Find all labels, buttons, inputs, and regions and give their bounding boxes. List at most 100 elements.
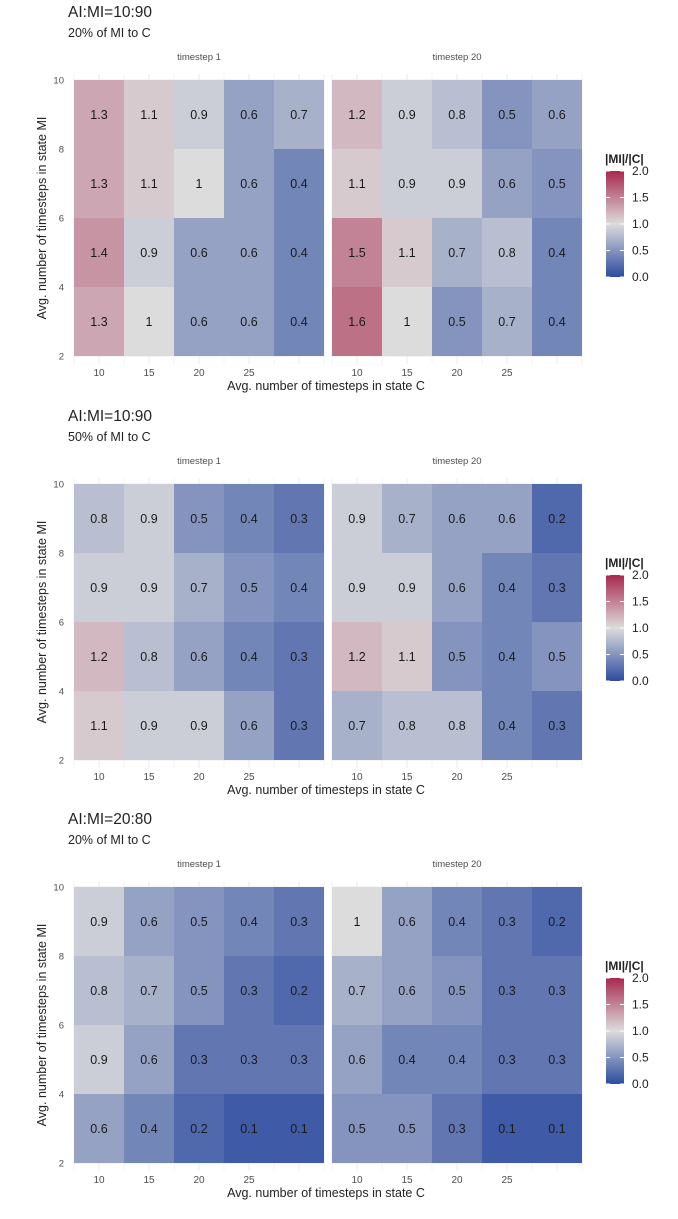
heatmap-cell bbox=[224, 691, 274, 760]
cell-value-label: 0.8 bbox=[90, 984, 107, 998]
heatmap-cell bbox=[174, 887, 224, 956]
cell-value-label: 0.5 bbox=[190, 512, 207, 526]
heatmap-cell bbox=[74, 287, 124, 356]
cell-value-label: 0.3 bbox=[240, 984, 257, 998]
cell-value-label: 0.9 bbox=[90, 581, 107, 595]
colorbar bbox=[606, 575, 624, 681]
cell-value-label: 0.3 bbox=[290, 915, 307, 929]
cell-value-label: 0.6 bbox=[398, 984, 415, 998]
x-tick-label: 20 bbox=[451, 368, 463, 379]
cell-value-label: 0.6 bbox=[240, 177, 257, 191]
cell-value-label: 0.5 bbox=[548, 650, 565, 664]
cell-value-label: 0.5 bbox=[448, 984, 465, 998]
x-tick-label: 25 bbox=[243, 1175, 255, 1186]
heatmap-cell bbox=[432, 1094, 482, 1163]
x-tick-label: 10 bbox=[93, 368, 105, 379]
x-tick-label: 20 bbox=[193, 1175, 205, 1186]
cell-value-label: 0.6 bbox=[498, 177, 515, 191]
panel-2: timestep 20 0.7 0.8 0.8 0.4 0.3 1.2 1.1 0.5 0.4 0.… bbox=[331, 456, 583, 783]
y-tick-label: 6 bbox=[59, 1021, 64, 1032]
heatmap-cell bbox=[174, 484, 224, 553]
heatmap-cell bbox=[224, 1025, 274, 1094]
cell-value-label: 1.1 bbox=[398, 246, 415, 260]
legend-title: |MI|/|C| bbox=[605, 959, 644, 973]
y-tick-label: 10 bbox=[53, 883, 64, 894]
y-tick-label: 10 bbox=[53, 76, 64, 87]
cell-value-label: 1.2 bbox=[348, 108, 365, 122]
legend-label: 2.0 bbox=[632, 568, 649, 582]
cell-value-label: 0.4 bbox=[548, 246, 565, 260]
heatmap-cell bbox=[74, 218, 124, 287]
colorbar-legend: |MI|/|C|2.0 1.5 1.0 0.5 0.0 bbox=[605, 152, 649, 284]
heatmap-cell bbox=[532, 553, 582, 622]
cell-value-label: 0.6 bbox=[348, 1053, 365, 1067]
legend-label: 0.5 bbox=[632, 648, 649, 662]
cell-value-label: 1.1 bbox=[140, 108, 157, 122]
cell-value-label: 0.6 bbox=[240, 719, 257, 733]
cell-value-label: 0.8 bbox=[140, 650, 157, 664]
cell-value-label: 0.2 bbox=[548, 915, 565, 929]
chart-block-2: AI:MI=10:90 50% of MI to C timestep 1 1.1 0.… bbox=[35, 408, 649, 797]
cell-value-label: 1 bbox=[146, 315, 153, 329]
panel-1: timestep 1 1.3 1 0.6 0.6 0.4 1.4 0.9 0.6 0.6 0.4 1.… bbox=[73, 52, 325, 379]
heatmap-cell bbox=[382, 956, 432, 1025]
panel-strip-label: timestep 1 bbox=[177, 456, 221, 467]
heatmap-cell bbox=[382, 484, 432, 553]
heatmap-cell bbox=[174, 1025, 224, 1094]
cell-value-label: 0.6 bbox=[90, 1122, 107, 1136]
heatmap-cell bbox=[332, 1094, 382, 1163]
cell-value-label: 1.4 bbox=[90, 246, 107, 260]
x-tick-label: 15 bbox=[401, 368, 413, 379]
y-tick-label: 8 bbox=[59, 549, 64, 560]
heatmap-cell bbox=[332, 691, 382, 760]
cell-value-label: 1.3 bbox=[90, 315, 107, 329]
cell-value-label: 0.4 bbox=[290, 581, 307, 595]
x-tick-label: 10 bbox=[351, 368, 363, 379]
heatmap-cell bbox=[74, 80, 124, 149]
cell-value-label: 0.5 bbox=[398, 1122, 415, 1136]
cell-value-label: 0.3 bbox=[290, 1053, 307, 1067]
cell-value-label: 0.9 bbox=[190, 108, 207, 122]
heatmap-cell bbox=[174, 553, 224, 622]
x-tick-label: 10 bbox=[93, 1175, 105, 1186]
heatmap-cell bbox=[224, 956, 274, 1025]
cell-value-label: 0.6 bbox=[240, 246, 257, 260]
heatmap-cell bbox=[332, 80, 382, 149]
y-tick-label: 6 bbox=[59, 214, 64, 225]
heatmap-cell bbox=[532, 484, 582, 553]
y-tick-label: 2 bbox=[59, 756, 64, 767]
x-axis-title: Avg. number of timesteps in state C bbox=[227, 1186, 425, 1200]
colorbar bbox=[606, 171, 624, 277]
heatmap-cell bbox=[124, 553, 174, 622]
cell-value-label: 0.6 bbox=[498, 512, 515, 526]
cell-value-label: 1.6 bbox=[348, 315, 365, 329]
cell-value-label: 0.9 bbox=[448, 177, 465, 191]
chart-title: AI:MI=10:90 bbox=[68, 4, 152, 21]
cell-value-label: 0.7 bbox=[348, 984, 365, 998]
cell-value-label: 0.7 bbox=[190, 581, 207, 595]
heatmap-cell bbox=[532, 1094, 582, 1163]
cell-value-label: 0.3 bbox=[290, 512, 307, 526]
x-tick-label: 25 bbox=[243, 368, 255, 379]
x-tick-label: 20 bbox=[193, 368, 205, 379]
heatmap-cell bbox=[482, 149, 532, 218]
heatmap-cell bbox=[224, 80, 274, 149]
cell-value-label: 0.3 bbox=[498, 1053, 515, 1067]
cell-value-label: 0.3 bbox=[548, 984, 565, 998]
heatmap-cell bbox=[74, 553, 124, 622]
heatmap-cell bbox=[332, 484, 382, 553]
heatmap-cell bbox=[124, 622, 174, 691]
cell-value-label: 0.6 bbox=[548, 108, 565, 122]
heatmap-cell bbox=[274, 218, 324, 287]
heatmap-cell bbox=[74, 622, 124, 691]
x-tick-label: 15 bbox=[143, 368, 155, 379]
cell-value-label: 0.1 bbox=[290, 1122, 307, 1136]
panel-strip-label: timestep 20 bbox=[432, 456, 481, 467]
heatmap-cell bbox=[174, 287, 224, 356]
cell-value-label: 1.2 bbox=[90, 650, 107, 664]
heatmap-cell bbox=[482, 622, 532, 691]
heatmap-cell bbox=[274, 80, 324, 149]
heatmap-cell bbox=[432, 218, 482, 287]
panel-1: timestep 1 1.1 0.9 0.9 0.6 0.3 1.2 0.8 0.6 0.4 0.3… bbox=[73, 456, 325, 783]
cell-value-label: 0.4 bbox=[498, 581, 515, 595]
